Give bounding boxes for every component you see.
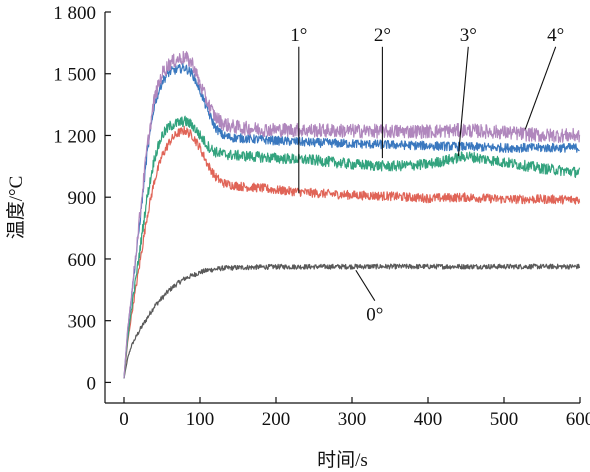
annotation-leader bbox=[457, 46, 469, 157]
annotation-label: 2° bbox=[374, 25, 391, 46]
annotation-leader bbox=[524, 46, 557, 130]
annotation-label: 0° bbox=[366, 305, 383, 326]
annotation-label: 3° bbox=[460, 25, 477, 46]
annotation-label: 4° bbox=[547, 25, 564, 46]
y-tick-label: 1 500 bbox=[53, 65, 96, 86]
y-tick-label: 1 200 bbox=[53, 126, 96, 147]
x-tick-label: 0 bbox=[119, 409, 129, 430]
y-tick-label: 0 bbox=[87, 373, 97, 394]
y-tick-label: 300 bbox=[68, 312, 97, 333]
y-tick-label: 1 800 bbox=[53, 3, 96, 24]
x-tick-label: 100 bbox=[186, 409, 215, 430]
x-tick-label: 400 bbox=[414, 409, 443, 430]
x-tick-label: 300 bbox=[338, 409, 367, 430]
series-line-2 bbox=[123, 63, 580, 379]
x-tick-label: 200 bbox=[262, 409, 291, 430]
series-line-3 bbox=[123, 115, 581, 379]
x-axis-label: 时间/s bbox=[317, 449, 368, 471]
annotation-leader bbox=[355, 269, 376, 301]
annotation-label: 1° bbox=[290, 25, 307, 46]
y-tick-label: 600 bbox=[68, 250, 97, 271]
x-tick-label: 600 bbox=[566, 409, 590, 430]
series-line-1 bbox=[123, 125, 581, 379]
series-line-4 bbox=[123, 50, 581, 379]
y-tick-label: 900 bbox=[68, 188, 97, 209]
series-line-0 bbox=[123, 263, 581, 379]
x-tick-label: 500 bbox=[490, 409, 519, 430]
y-axis-label: 温度/°C bbox=[5, 176, 27, 240]
